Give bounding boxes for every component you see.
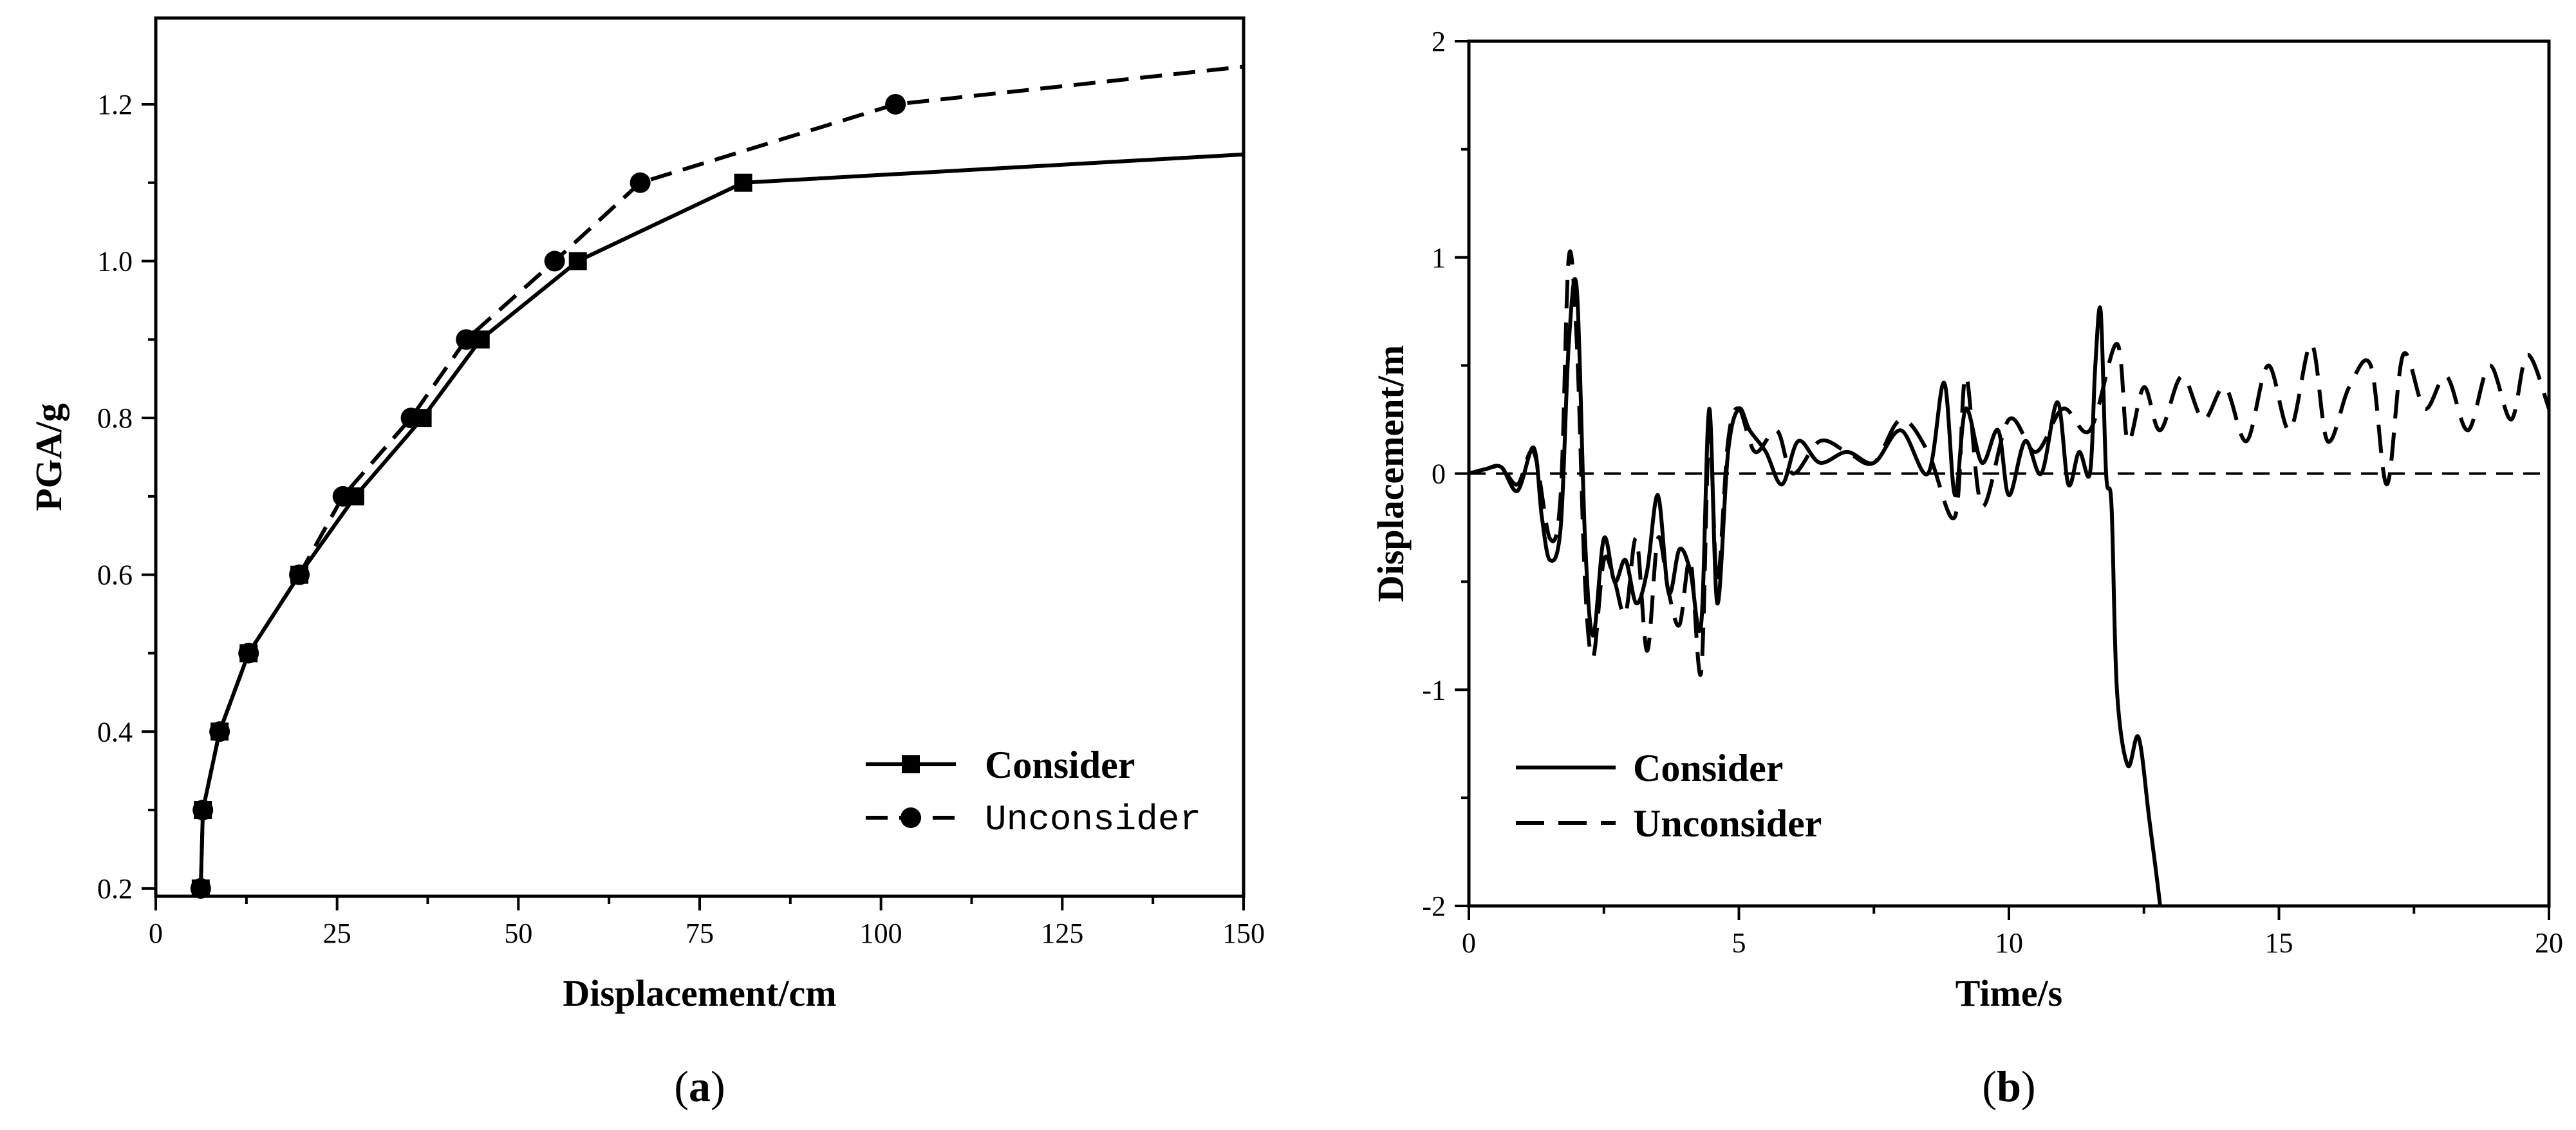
legend-unconsider-label: Unconsider (985, 799, 1201, 840)
series-unconsider-point (544, 250, 565, 272)
panel-b-y-tick-label: -1 (1422, 674, 1446, 706)
legend-unconsider-label: Unconsider (1633, 802, 1822, 845)
series-unconsider-point (192, 800, 214, 821)
series-unconsider-line (198, 64, 1244, 889)
panel-a-x-tick-label: 100 (860, 918, 902, 949)
panel-b-plot-frame (1467, 39, 2551, 908)
series-unconsider-line (1469, 249, 2549, 677)
panel-b-ticks: 0 5 10 15 20 -2 -1 0 1 2 (1422, 26, 2563, 959)
panel-a-y-tick-label: 0.6 (97, 560, 133, 591)
panel-b-time-history: 0 5 10 15 20 -2 -1 0 1 2 Consider Unconsider Time… (1370, 26, 2563, 1111)
panel-a-y-tick-label: 0.4 (97, 716, 133, 748)
panel-a-x-tick-label: 0 (149, 918, 163, 949)
panel-a-x-tick-label: 50 (504, 918, 532, 949)
series-unconsider-point (238, 643, 259, 664)
series-unconsider-point (885, 93, 906, 115)
panel-a-displacement-vs-pga: 0 25 50 75 100 125 150 0.2 0.4 0.6 0.8 1.0 1.2 Consi… (28, 16, 1265, 1111)
series-consider-line (1469, 277, 2162, 906)
legend-consider-label: Consider (1633, 747, 1783, 789)
legend-consider-label: Consider (985, 744, 1135, 786)
series-consider-point (734, 173, 752, 192)
panel-b-series (1469, 249, 2549, 906)
panel-a-x-axis-title: Displacement/cm (563, 972, 836, 1014)
panel-b-y-tick-label: -2 (1422, 890, 1446, 922)
series-unconsider-point (190, 878, 211, 899)
series-unconsider-point (456, 329, 477, 350)
series-unconsider-point (332, 485, 353, 507)
panel-b-y-axis-title: Displacement/m (1370, 345, 1412, 603)
panel-a-y-tick-label: 1.2 (97, 89, 133, 120)
panel-b-x-axis-title: Time/s (1955, 972, 2063, 1014)
series-unconsider-point (400, 408, 422, 429)
panel-b-legend: Consider Unconsider (1516, 747, 1822, 845)
panel-b-x-tick-label: 10 (1995, 927, 2023, 959)
legend-unconsider-circle-marker (901, 807, 921, 828)
series-unconsider-point (209, 721, 230, 742)
panel-b-x-tick-label: 5 (1732, 927, 1746, 959)
panel-b-caption: (b) (1982, 1062, 2035, 1111)
panel-a-legend: Consider Unconsider (866, 744, 1201, 840)
panel-b-x-tick-label: 20 (2535, 927, 2563, 959)
series-unconsider-point (630, 172, 651, 193)
panel-a-y-axis-title: PGA/g (28, 403, 70, 511)
series-consider-point (568, 252, 587, 270)
panel-b-y-tick-label: 1 (1432, 242, 1446, 274)
legend-consider-square-marker (902, 755, 920, 773)
panel-a-series (190, 64, 1244, 899)
panel-b-x-tick-label: 0 (1462, 927, 1476, 959)
panel-a-caption: (a) (674, 1062, 725, 1111)
series-unconsider-point (289, 564, 310, 585)
panel-b-y-tick-label: 2 (1432, 26, 1446, 57)
panel-b-x-tick-label: 15 (2265, 927, 2293, 959)
panel-a-x-tick-label: 25 (323, 918, 351, 949)
panel-a-y-tick-label: 0.8 (97, 402, 133, 434)
panel-b-y-tick-label: 0 (1432, 458, 1446, 490)
panel-a-y-tick-label: 0.2 (97, 873, 133, 905)
panel-a-x-tick-label: 150 (1222, 918, 1265, 949)
panel-a-ticks: 0 25 50 75 100 125 150 0.2 0.4 0.6 0.8 1.0 1.2 (97, 89, 1265, 949)
panel-a-x-tick-label: 125 (1041, 918, 1083, 949)
panel-a-x-tick-label: 75 (686, 918, 714, 949)
panel-a-y-tick-label: 1.0 (97, 246, 133, 278)
